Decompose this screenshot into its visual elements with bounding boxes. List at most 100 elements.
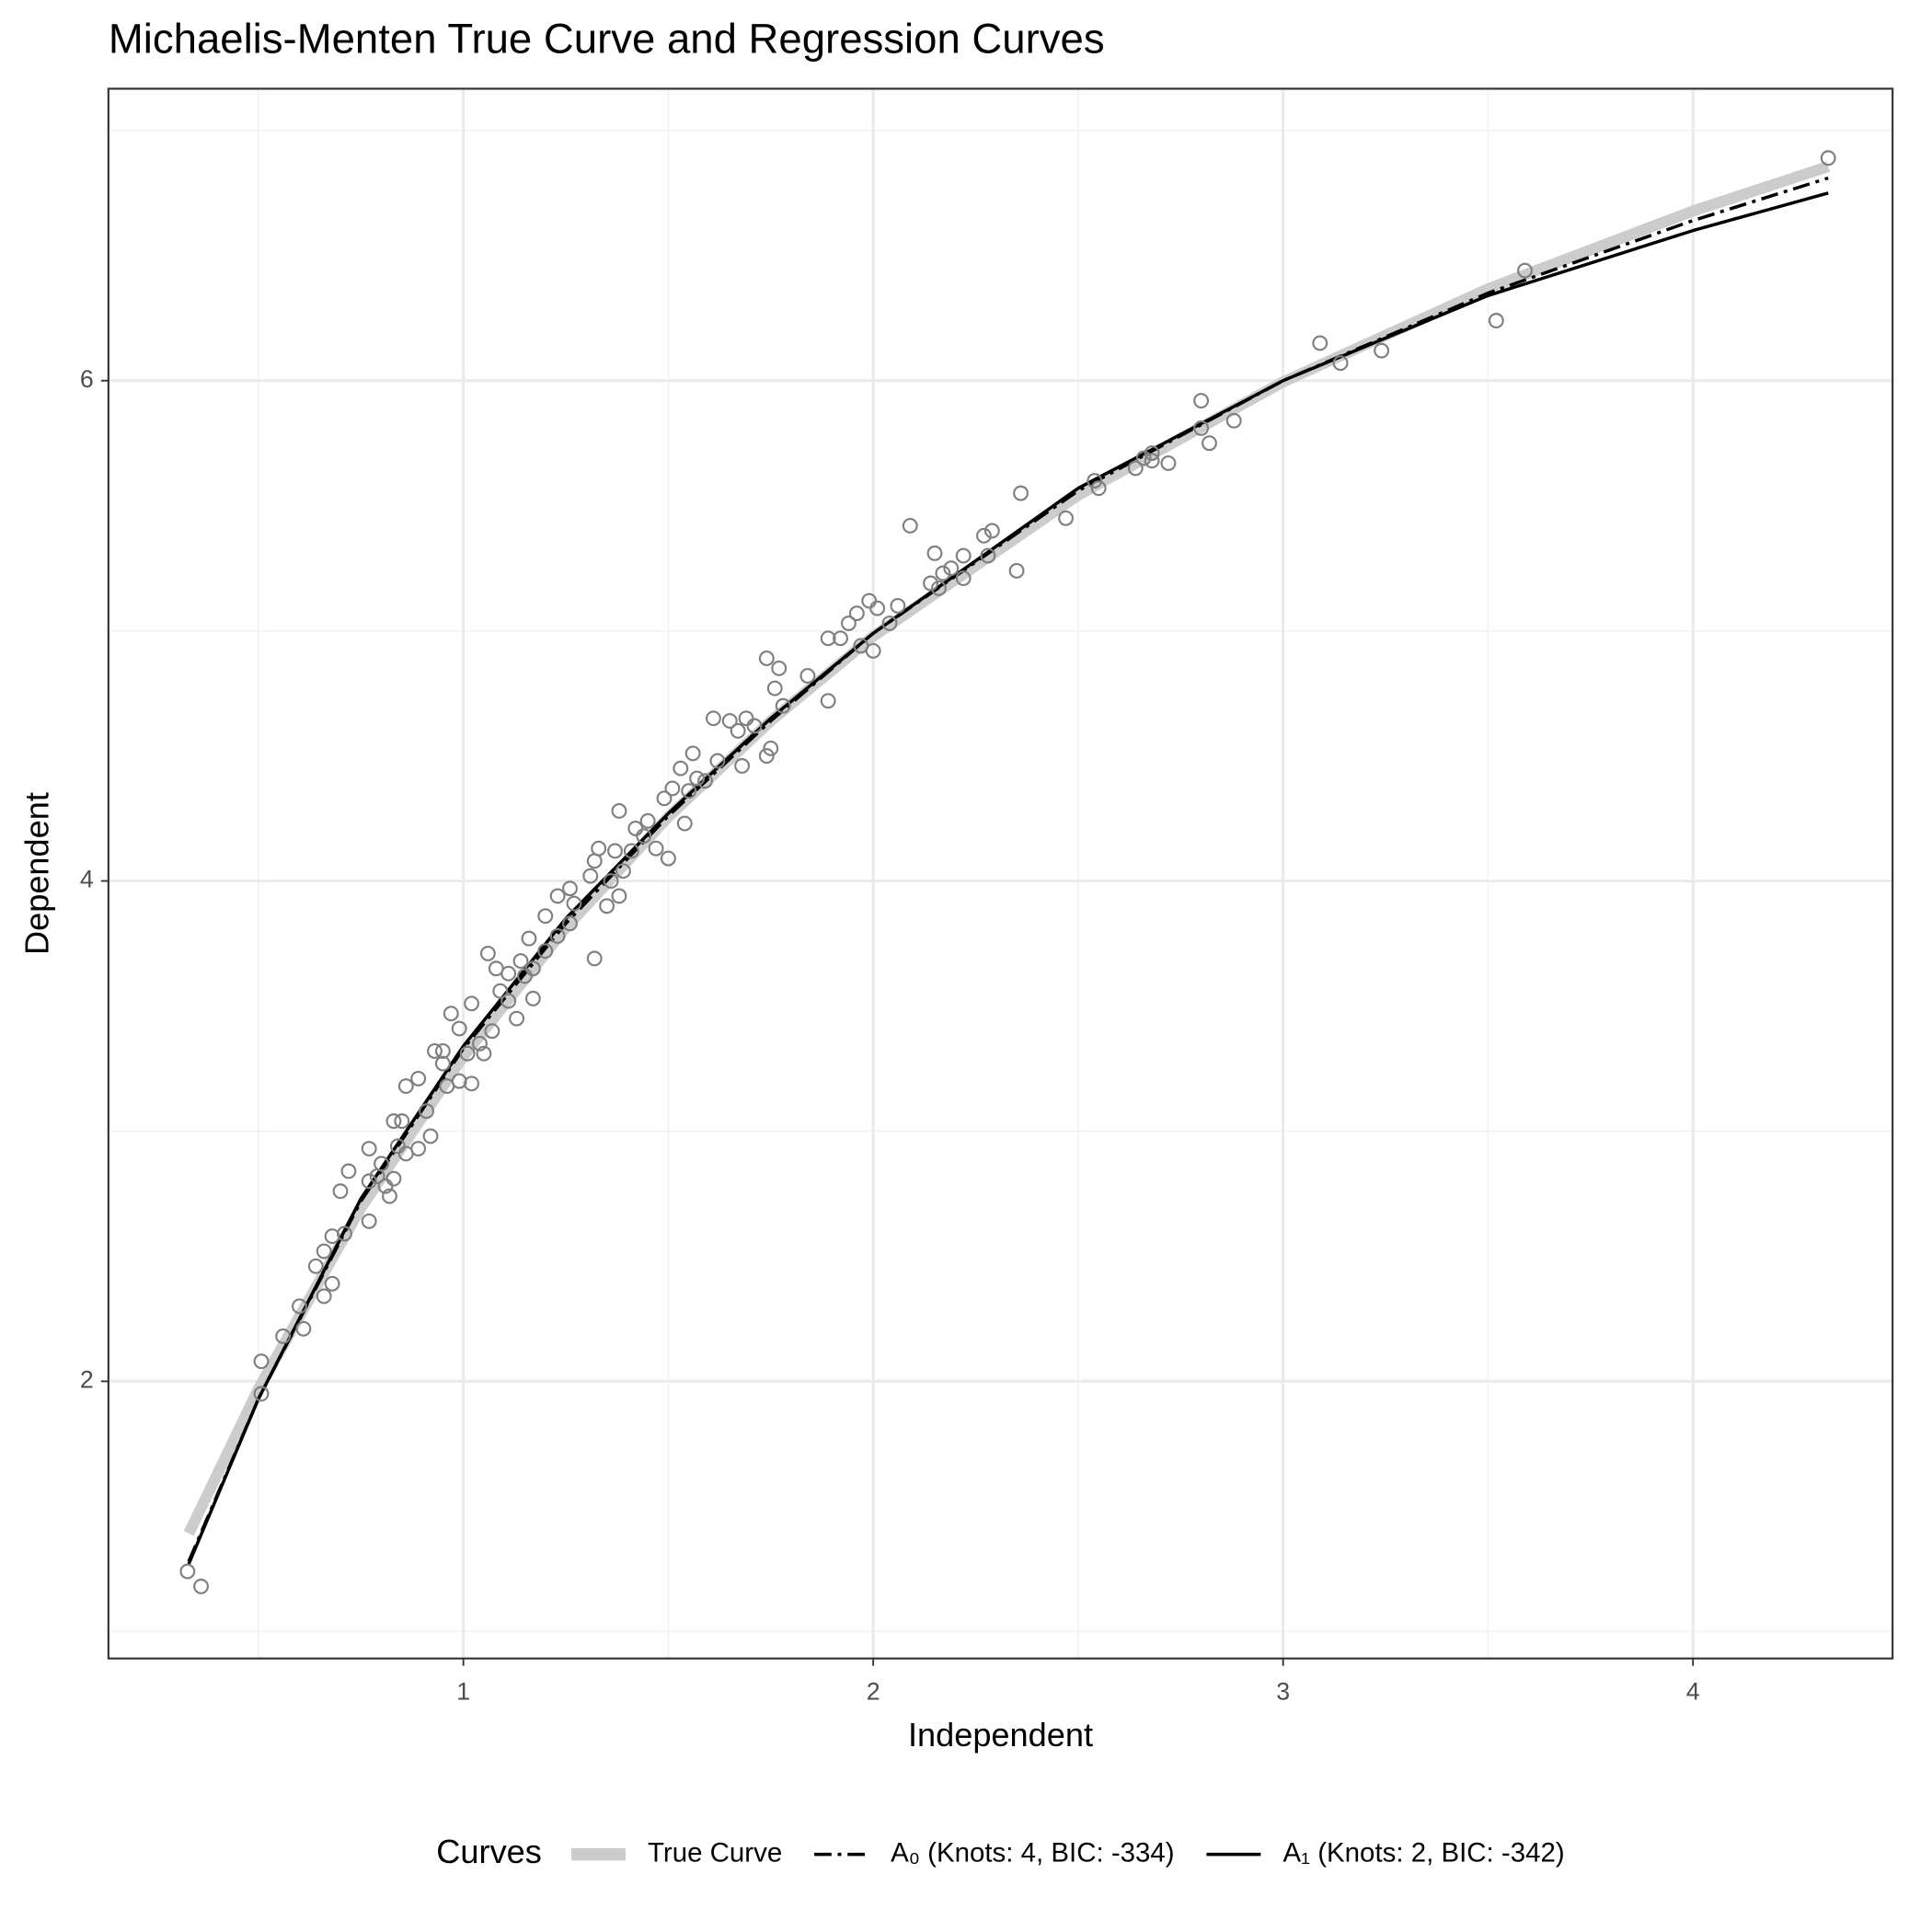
data-point	[611, 803, 627, 819]
data-point	[512, 953, 529, 970]
chart-title: Michaelis-Menten True Curve and Regressi…	[109, 16, 1105, 63]
data-point	[730, 722, 746, 739]
data-point	[607, 843, 623, 859]
data-point	[881, 615, 898, 631]
legend-title: Curves	[436, 1833, 542, 1870]
data-point	[361, 1213, 377, 1229]
legend-label: A₀ (Knots: 4, BIC: -334)	[891, 1837, 1175, 1868]
data-point	[361, 1141, 377, 1156]
data-point	[1225, 412, 1242, 429]
data-point	[1374, 342, 1390, 359]
legend-label: A₁ (Knots: 2, BIC: -342)	[1282, 1837, 1564, 1868]
data-point	[253, 1353, 270, 1370]
x-tick-label: 3	[1276, 1677, 1290, 1705]
data-point	[721, 713, 738, 729]
data-point	[434, 1055, 451, 1072]
x-tick-label: 2	[867, 1677, 880, 1705]
data-point	[521, 930, 537, 947]
data-point	[427, 1043, 443, 1059]
x-tick-label: 1	[456, 1677, 470, 1705]
data-point	[1058, 510, 1074, 526]
data-point	[923, 575, 938, 592]
data-point	[1193, 420, 1210, 436]
data-point	[419, 1103, 435, 1120]
data-point	[340, 1163, 357, 1179]
data-point	[639, 812, 656, 829]
data-point	[434, 1043, 451, 1059]
data-point	[1332, 355, 1349, 372]
data-point	[955, 547, 972, 564]
data-point	[1202, 435, 1217, 452]
data-point	[509, 1010, 525, 1027]
data-point	[775, 697, 791, 714]
data-point	[1127, 460, 1144, 477]
data-point	[623, 843, 639, 859]
data-point	[627, 821, 644, 836]
data-point	[833, 630, 848, 647]
data-point	[253, 1386, 270, 1402]
data-point	[193, 1578, 209, 1594]
data-point	[459, 1045, 476, 1062]
data-point	[603, 873, 619, 890]
data-point	[1193, 393, 1210, 408]
data-point	[443, 1006, 459, 1022]
data-point	[599, 898, 615, 914]
data-point	[394, 1113, 410, 1130]
data-point	[738, 710, 754, 727]
curve	[183, 161, 1831, 1536]
data-point	[766, 680, 783, 696]
data-point	[636, 828, 652, 845]
y-tick-label: 2	[80, 1365, 94, 1393]
data-point	[484, 1023, 500, 1040]
data-point	[848, 605, 865, 622]
data-point	[337, 1225, 352, 1242]
data-point	[492, 983, 509, 999]
data-point	[799, 668, 816, 684]
data-point	[451, 1020, 467, 1037]
data-point	[410, 1141, 427, 1156]
data-point	[1135, 450, 1152, 466]
data-point	[332, 1183, 349, 1200]
data-point	[820, 630, 836, 647]
data-point	[549, 927, 566, 944]
data-point	[500, 965, 517, 982]
data-point	[562, 880, 578, 897]
data-point	[660, 850, 676, 867]
data-point	[931, 581, 947, 596]
data-point	[697, 773, 713, 789]
data-point	[980, 547, 996, 564]
curve	[187, 191, 1829, 1565]
data-point	[324, 1275, 340, 1292]
data-point	[385, 1170, 402, 1187]
y-tick-label: 4	[80, 866, 94, 893]
data-point	[1820, 150, 1836, 167]
data-point	[943, 560, 960, 577]
data-point	[1144, 445, 1160, 462]
data-point	[566, 895, 582, 912]
data-point	[316, 1243, 332, 1259]
data-point	[1488, 313, 1504, 328]
data-point	[664, 780, 681, 797]
legend-label: True Curve	[648, 1837, 782, 1868]
y-axis-title: Dependent	[17, 792, 55, 955]
data-point	[410, 1070, 427, 1087]
data-point	[615, 863, 631, 880]
data-point	[758, 748, 775, 765]
data-point	[763, 741, 779, 756]
data-point	[582, 868, 599, 884]
data-point	[397, 1078, 414, 1094]
data-point	[464, 1075, 480, 1092]
data-point	[1008, 562, 1025, 579]
data-point	[890, 598, 906, 614]
data-point	[689, 770, 706, 787]
panel-border	[107, 87, 1894, 1660]
data-point	[1087, 473, 1103, 489]
data-point	[275, 1328, 292, 1344]
data-point	[524, 960, 541, 977]
data-point	[869, 600, 886, 616]
data-point	[586, 950, 603, 967]
data-point	[316, 1288, 332, 1305]
curve	[187, 176, 1829, 1562]
